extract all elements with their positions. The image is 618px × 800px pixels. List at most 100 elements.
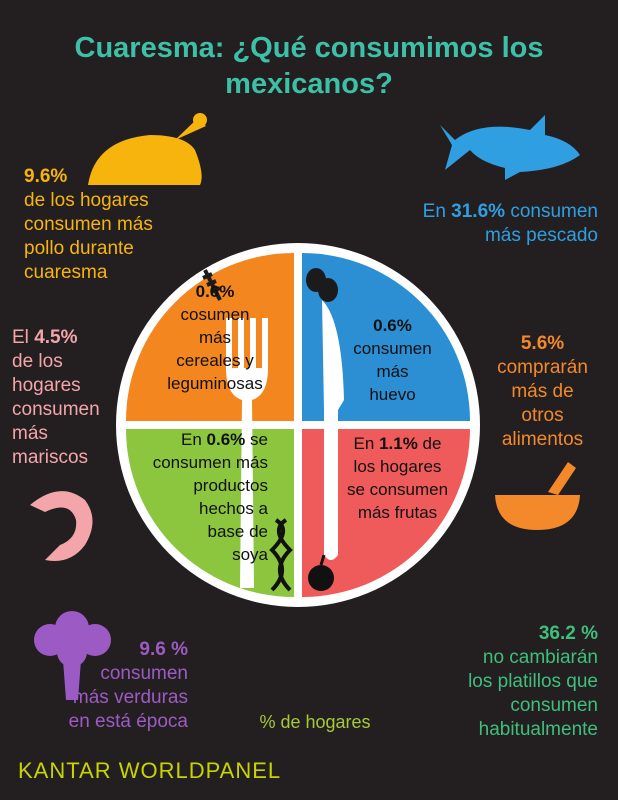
text-segment: consumen [12, 399, 100, 420]
text-line: 36.2 % [468, 622, 598, 646]
text-line: base de [120, 520, 269, 543]
text-segment: alimentos [501, 429, 584, 450]
knife-icon [322, 300, 344, 560]
text-line: 0.6% [330, 314, 455, 337]
broccoli-icon [34, 611, 111, 700]
text-segment: huevo [369, 385, 416, 404]
brand: KANTAR WORLDPANEL [18, 758, 282, 783]
text-segment: los platillos que [468, 671, 598, 692]
unit-note: % de hogares [259, 712, 371, 732]
stat-value: 31.6% [451, 201, 506, 222]
text-segment: de [422, 434, 442, 453]
text-segment: de los [12, 351, 63, 372]
text-segment: cereales y [176, 351, 254, 370]
text-segment: mariscos [12, 447, 89, 468]
text-segment: otros [521, 405, 564, 426]
text-line: consumen [330, 337, 455, 360]
text-line: consumen más [24, 213, 153, 237]
text-segment: se consumen [346, 480, 449, 499]
text-line: los platillos que [468, 670, 598, 694]
stat-block: 9.6% de los hogares consumen más pollo dura… [24, 165, 153, 285]
text-segment: más [198, 328, 232, 347]
stat-value: 0.6% [373, 316, 412, 335]
text-segment: En [422, 201, 446, 222]
quadrant-egg [302, 253, 470, 421]
text-line: En 31.6% consumen [423, 200, 598, 224]
fish-icon [440, 115, 580, 180]
text-line: 9.6 % [20, 638, 188, 662]
stat-block: 0.6% consumen más huevo [330, 314, 455, 406]
text-segment: cuaresma [24, 262, 108, 283]
stat-value: 9.6% [24, 166, 68, 187]
text-line: más verduras [20, 686, 188, 710]
text-segment: más pescado [484, 225, 598, 246]
text-line: más [330, 360, 455, 383]
text-line: productos [120, 474, 268, 497]
stat-block: 0.6% cosumen más cereales y leguminosas [140, 280, 290, 395]
text-segment: pollo durante [24, 238, 134, 259]
text-segment: hogares [12, 375, 81, 396]
stat-block: 9.6 % consumen más verduras en está época [20, 638, 188, 734]
text-segment: en está época [68, 711, 188, 732]
text-line: 9.6% [24, 165, 153, 189]
stat-block: 5.6% comprarán más de otros alimentos [480, 332, 605, 452]
text-line: pollo durante [24, 237, 153, 261]
text-line: hechos a [120, 497, 268, 520]
text-line: soya [120, 543, 268, 566]
text-line: 5.6% [480, 332, 605, 356]
stat-value: 0.6% [206, 430, 246, 449]
text-line: huevo [330, 383, 455, 406]
text-segment: base de [207, 522, 269, 541]
mortar-icon [495, 462, 580, 530]
text-segment: hechos a [199, 499, 268, 518]
text-segment: más frutas [357, 503, 438, 522]
text-line: más de [480, 380, 605, 404]
text-line: hogares [12, 374, 100, 398]
text-segment: comprarán [497, 357, 588, 378]
stat-value: 5.6% [520, 333, 565, 354]
stat-value: 4.5% [34, 327, 78, 348]
text-line: no cambiarán [468, 646, 598, 670]
stat-block: En 0.6% se consumen más productos hechos a b… [120, 428, 268, 566]
apple-icon [308, 554, 334, 591]
fork-icon [226, 318, 268, 588]
text-segment: consumen [100, 663, 188, 684]
text-segment: consumen [510, 695, 598, 716]
text-line: consumen [468, 694, 598, 718]
text-segment: consumen [510, 201, 598, 222]
text-segment: productos [193, 476, 268, 495]
text-line: 0.6% [140, 280, 290, 303]
stat-value: 1.1% [379, 434, 418, 453]
text-line: alimentos [480, 428, 605, 452]
text-segment: los hogares [353, 457, 442, 476]
text-segment: consumen más [24, 214, 153, 235]
shrimp-icon [30, 491, 93, 561]
text-line: mariscos [12, 446, 100, 470]
text-line: consumen [20, 662, 188, 686]
text-segment: más verduras [72, 687, 188, 708]
text-segment: más de [511, 381, 574, 402]
text-line: En 0.6% se [120, 428, 268, 451]
stat-value: 0.6% [195, 282, 235, 301]
text-line: cuaresma [24, 261, 153, 285]
text-segment: más [12, 423, 48, 444]
text-segment: consumen más [152, 453, 268, 472]
text-segment: En [181, 430, 202, 449]
text-line: cosumen [140, 303, 290, 326]
text-line: El 4.5% [12, 326, 100, 350]
stat-value: 36.2 % [538, 623, 598, 644]
wheat-icon [202, 269, 222, 301]
chicken-icon [88, 113, 207, 185]
text-line: consumen más [120, 451, 268, 474]
text-segment: habitualmente [478, 719, 598, 740]
text-line: leguminosas [140, 372, 290, 395]
text-segment: de los hogares [24, 190, 149, 211]
text-line: consumen [12, 398, 100, 422]
text-line: En 1.1% de [330, 432, 465, 455]
stat-block: En 1.1% de los hogares se consumen más frut… [330, 432, 465, 524]
text-line: habitualmente [468, 718, 598, 742]
text-line: más [140, 326, 290, 349]
stat-block: El 4.5% de los hogares consumen más mariscos [12, 326, 100, 470]
